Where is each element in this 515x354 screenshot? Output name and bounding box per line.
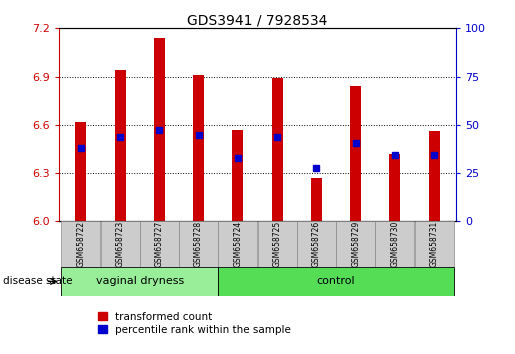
Bar <box>154 38 165 221</box>
Bar <box>428 131 440 221</box>
Text: GSM658727: GSM658727 <box>155 221 164 267</box>
Text: GSM658722: GSM658722 <box>76 221 85 267</box>
Bar <box>350 86 361 221</box>
Text: GSM658729: GSM658729 <box>351 221 360 267</box>
Bar <box>297 221 336 267</box>
Bar <box>415 221 454 267</box>
Text: GSM658723: GSM658723 <box>115 221 125 267</box>
Bar <box>75 121 87 221</box>
Bar <box>193 75 204 221</box>
Text: GSM658726: GSM658726 <box>312 221 321 267</box>
Text: vaginal dryness: vaginal dryness <box>96 276 184 286</box>
Bar <box>375 221 415 267</box>
Text: GSM658724: GSM658724 <box>233 221 243 267</box>
Text: GSM658728: GSM658728 <box>194 221 203 267</box>
Text: GSM658725: GSM658725 <box>272 221 282 267</box>
Bar <box>271 78 283 221</box>
Bar <box>61 267 218 296</box>
Legend: transformed count, percentile rank within the sample: transformed count, percentile rank withi… <box>96 310 293 337</box>
Bar <box>336 221 375 267</box>
Bar <box>389 154 401 221</box>
Bar <box>258 221 297 267</box>
Text: control: control <box>317 276 355 286</box>
Bar <box>218 221 258 267</box>
Bar <box>218 267 454 296</box>
Bar <box>140 221 179 267</box>
Bar <box>232 130 244 221</box>
Text: GSM658730: GSM658730 <box>390 221 400 268</box>
Bar <box>114 70 126 221</box>
Bar <box>311 178 322 221</box>
Bar <box>179 221 218 267</box>
Bar <box>61 221 100 267</box>
Text: GSM658731: GSM658731 <box>430 221 439 267</box>
Bar <box>100 221 140 267</box>
Text: disease state: disease state <box>3 276 72 286</box>
Title: GDS3941 / 7928534: GDS3941 / 7928534 <box>187 13 328 27</box>
